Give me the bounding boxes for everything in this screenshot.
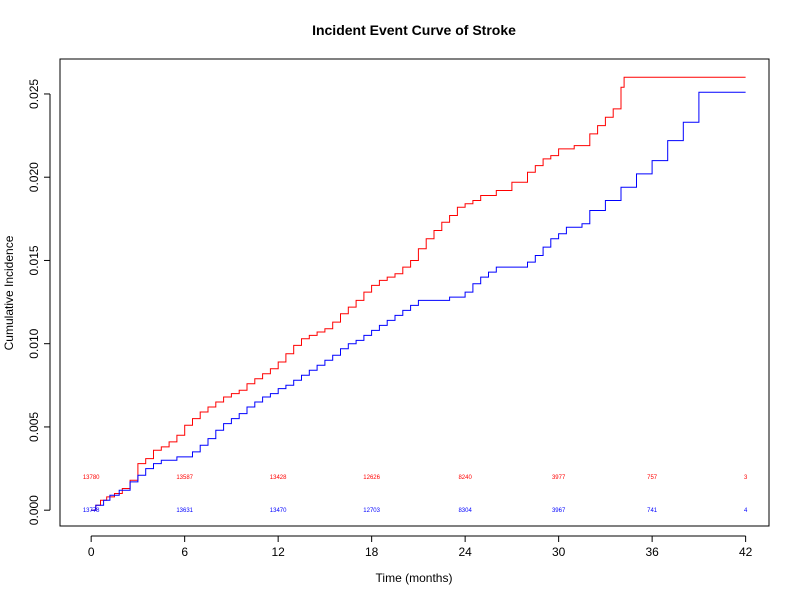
y-tick-label: 0.015 <box>27 245 41 275</box>
risk-count: 13587 <box>176 475 193 481</box>
risk-count: 13778 <box>83 508 100 514</box>
risk-count: 3 <box>744 475 748 481</box>
risk-count: 3967 <box>552 508 566 514</box>
series-line-1 <box>91 76 746 511</box>
risk-count: 12703 <box>363 508 380 514</box>
x-tick-label: 24 <box>458 545 472 559</box>
risk-count: 4 <box>744 508 748 514</box>
plot-frame <box>59 58 770 527</box>
risk-table: 13780 13587 13428 12626 8240 3977 757 3 13778 136… <box>83 475 748 514</box>
y-tick-label: 0.025 <box>27 79 41 109</box>
y-tick-label: 0.020 <box>27 162 41 192</box>
risk-count: 13780 <box>83 475 100 481</box>
risk-count: 741 <box>647 508 658 514</box>
x-axis: 0 6 12 18 24 30 36 42 <box>88 535 753 559</box>
series-line-2 <box>91 91 746 511</box>
x-tick-label: 12 <box>271 545 285 559</box>
x-tick-label: 36 <box>645 545 659 559</box>
y-tick-label: 0.005 <box>27 412 41 442</box>
risk-count: 13428 <box>270 475 287 481</box>
risk-count: 8304 <box>458 508 472 514</box>
risk-count: 13631 <box>176 508 193 514</box>
x-tick-label: 18 <box>365 545 379 559</box>
x-tick-label: 6 <box>181 545 188 559</box>
risk-count: 8240 <box>458 475 472 481</box>
risk-count: 13470 <box>270 508 287 514</box>
y-tick-label: 0.000 <box>27 495 41 525</box>
y-tick-label: 0.010 <box>27 328 41 358</box>
x-axis-label: Time (months) <box>376 571 453 585</box>
chart-title: Incident Event Curve of Stroke <box>312 22 516 38</box>
x-tick-label: 0 <box>88 545 95 559</box>
series-layer <box>91 76 746 511</box>
risk-count: 3977 <box>552 475 566 481</box>
y-axis-label: Cumulative Incidence <box>2 235 16 350</box>
y-axis: 0.000 0.005 0.010 0.015 0.020 0.025 <box>27 79 51 525</box>
risk-count: 757 <box>647 475 658 481</box>
x-tick-label: 42 <box>739 545 753 559</box>
x-tick-label: 30 <box>552 545 566 559</box>
risk-count: 12626 <box>363 475 380 481</box>
